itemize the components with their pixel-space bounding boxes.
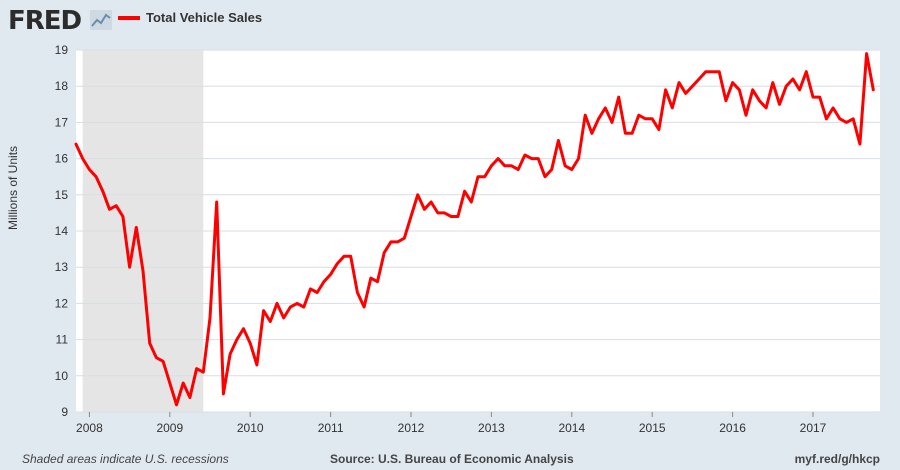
x-tick-label: 2010	[237, 421, 264, 435]
chart-trend-icon	[90, 10, 112, 30]
recession-note: Shaded areas indicate U.S. recessions	[22, 452, 229, 466]
series-line	[74, 52, 875, 407]
y-tick-label: 19	[55, 43, 69, 57]
y-tick-label: 18	[55, 79, 69, 93]
legend: Total Vehicle Sales	[118, 10, 262, 25]
x-tick-label: 2013	[478, 421, 505, 435]
source-note: Source: U.S. Bureau of Economic Analysis	[330, 452, 574, 466]
y-tick-label: 16	[55, 152, 69, 166]
y-tick-label: 10	[55, 369, 69, 383]
legend-label: Total Vehicle Sales	[146, 10, 263, 25]
chart-header: FRED Total Vehicle Sales	[0, 0, 900, 40]
y-tick-label: 12	[55, 296, 69, 310]
x-tick-label: 2014	[558, 421, 585, 435]
y-tick-label: 13	[55, 260, 69, 274]
fred-logo[interactable]: FRED	[8, 6, 82, 36]
x-tick-label: 2009	[156, 421, 183, 435]
x-tick-label: 2008	[76, 421, 103, 435]
x-tick-label: 2016	[719, 421, 746, 435]
y-tick-label: 9	[61, 405, 68, 419]
x-tick-label: 2015	[639, 421, 666, 435]
y-tick-label: 11	[56, 333, 69, 347]
short-link[interactable]: myf.red/g/hkcp	[794, 452, 880, 466]
legend-swatch	[118, 15, 140, 20]
y-tick-label: 14	[55, 224, 69, 238]
x-tick-label: 2012	[398, 421, 425, 435]
y-tick-label: 17	[55, 115, 69, 129]
x-tick-label: 2017	[800, 421, 827, 435]
y-tick-label: 15	[55, 188, 69, 202]
x-tick-label: 2011	[318, 421, 344, 435]
